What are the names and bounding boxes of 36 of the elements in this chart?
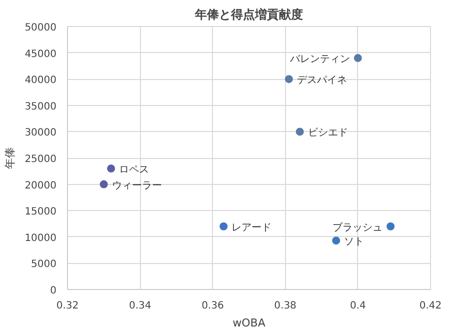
y-tick-label: 30000 [24,128,56,139]
x-tick-label: 0.38 [274,300,296,312]
y-tick-label: 0 [50,286,57,296]
x-tick-label: 0.42 [419,300,442,312]
y-tick-label: 50000 [24,22,56,34]
annotation: バレンティン [288,54,350,66]
point [332,236,340,245]
y-tick-label: 25000 [24,154,56,165]
x-tick-label: 0.36 [202,300,224,312]
x-tick-label: 0.4 [350,300,366,312]
x-tick-label: 0.32 [56,300,79,312]
y-tick-label: 10000 [24,232,56,244]
annotation: ブラッシュ [332,221,383,234]
point [296,128,304,136]
point [220,222,228,230]
point [284,75,293,84]
y-tick-label: 5000 [31,259,57,270]
y-tick-label: 35000 [24,101,56,112]
annotation: デスパイネ [296,75,347,86]
x-axis-title: wOBA [232,316,266,330]
y-axis-title: 年俸 [4,147,17,169]
x-tick-label: 0.34 [128,300,152,312]
point [386,222,395,230]
y-tick-label: 45000 [24,48,56,60]
y-tick-label: 40000 [24,75,56,86]
chart-title: 年俸と得点増貢献度 [194,8,303,22]
point [100,180,108,188]
point [107,164,116,173]
point [354,54,362,62]
annotation: ロペス [119,164,150,176]
annotation: レアード [232,222,272,234]
annotation: ウィーラー [112,180,162,192]
y-tick-label: 20000 [24,180,56,192]
annotation: ソト [344,236,364,248]
y-tick-label: 15000 [24,206,56,218]
annotation: ビシエド [308,128,348,139]
